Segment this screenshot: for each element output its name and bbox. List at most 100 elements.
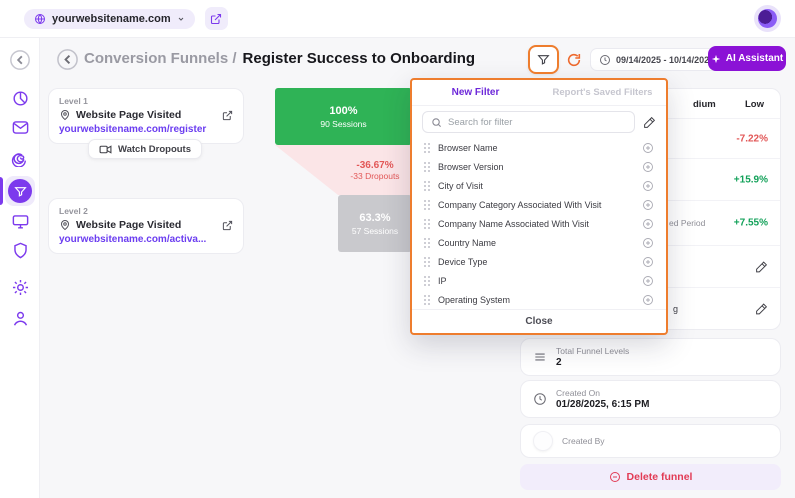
filter-item-city-of-visit[interactable]: City of Visit — [412, 176, 666, 195]
close-popup-button[interactable]: Close — [412, 309, 666, 333]
filter-popup: New Filter Report's Saved Filters Browse… — [410, 78, 668, 335]
stat-created-by: Created By — [520, 424, 781, 458]
settings-gear-icon[interactable] — [8, 275, 32, 299]
dropout-percent: -36.67% — [356, 159, 394, 171]
open-site-button[interactable] — [204, 7, 228, 30]
filter-item-browser-name[interactable]: Browser Name — [412, 138, 666, 157]
video-camera-icon — [99, 144, 112, 155]
refresh-button[interactable] — [564, 50, 584, 70]
edit-pencil-icon[interactable] — [755, 260, 768, 273]
funnel-filter-icon — [537, 53, 550, 66]
edit-pencil-icon[interactable] — [755, 303, 768, 316]
delete-funnel-button[interactable]: Delete funnel — [520, 464, 781, 490]
external-link-icon — [210, 13, 222, 25]
filter-item-label: Company Category Associated With Visit — [438, 199, 602, 210]
breadcrumb-parent[interactable]: Conversion Funnels / — [84, 50, 237, 67]
add-filter-icon[interactable] — [642, 142, 654, 154]
dropout-count: -33 Dropouts — [350, 170, 400, 181]
add-filter-icon[interactable] — [642, 275, 654, 287]
watch-dropouts-label: Watch Dropouts — [118, 143, 192, 155]
event-name: Website Page Visited — [76, 219, 182, 231]
filter-item-device-type[interactable]: Device Type — [412, 252, 666, 271]
stat-value: 01/28/2025, 6:15 PM — [556, 399, 650, 410]
funnel-bar-level2: 63.3% 57 Sessions — [338, 195, 412, 252]
tab-new-filter[interactable]: New Filter — [451, 87, 500, 98]
filter-item-label: Device Type — [438, 256, 488, 267]
watch-dropouts-button[interactable]: Watch Dropouts — [88, 139, 203, 159]
layers-icon — [533, 350, 547, 364]
add-filter-icon[interactable] — [642, 237, 654, 249]
clear-filters-icon[interactable] — [643, 116, 656, 129]
drag-handle-icon[interactable] — [424, 256, 430, 267]
site-selector[interactable]: yourwebsitename.com — [24, 8, 195, 29]
tab-saved-filters[interactable]: Report's Saved Filters — [552, 87, 653, 98]
back-button[interactable] — [56, 48, 79, 71]
level2-percent: 63.3% — [359, 211, 391, 224]
external-link-icon[interactable] — [222, 110, 233, 121]
filter-item-company-category[interactable]: Company Category Associated With Visit — [412, 195, 666, 214]
breadcrumb: Conversion Funnels / Register Success to… — [84, 50, 475, 67]
event-url-link[interactable]: yourwebsitename.com/register — [59, 124, 207, 135]
external-link-icon[interactable] — [222, 220, 233, 231]
field-text-fragment: g — [673, 304, 679, 314]
funnel-dropout-segment: -36.67% -33 Dropouts — [275, 145, 412, 195]
drag-handle-icon[interactable] — [424, 237, 430, 248]
top-bar: yourwebsitename.com — [0, 0, 795, 38]
heatmaps-icon[interactable] — [8, 209, 32, 233]
benchmark-value: -7.22% — [736, 133, 768, 144]
stat-value: 2 — [556, 357, 562, 368]
filter-item-company-name[interactable]: Company Name Associated With Visit — [412, 214, 666, 233]
filter-search-input[interactable] — [448, 116, 626, 128]
filter-search-box — [422, 111, 635, 133]
globe-icon — [34, 13, 46, 25]
clock-icon — [533, 392, 547, 406]
filter-item-label: Browser Version — [438, 161, 504, 172]
sparkle-icon — [711, 54, 721, 64]
funnels-icon — [8, 179, 32, 203]
benchmark-row-label: ed Period — [669, 218, 706, 228]
date-range-value: 09/14/2025 - 10/14/2025 — [616, 54, 715, 65]
funnel-visualization: 100% 90 Sessions -36.67% -33 Dropouts 63… — [275, 88, 412, 252]
add-filter-icon[interactable] — [642, 180, 654, 192]
level-label: Level 1 — [59, 96, 88, 106]
chevron-down-icon — [177, 15, 185, 23]
drag-handle-icon[interactable] — [424, 294, 430, 305]
drag-handle-icon[interactable] — [424, 199, 430, 210]
filter-item-label: Browser Name — [438, 142, 498, 153]
filter-button[interactable] — [528, 45, 559, 74]
event-url-link[interactable]: yourwebsitename.com/activa... — [59, 234, 207, 245]
level1-percent: 100% — [329, 104, 358, 117]
account-icon[interactable] — [8, 306, 32, 330]
privacy-icon[interactable] — [8, 238, 32, 262]
add-filter-icon[interactable] — [642, 199, 654, 211]
analytics-icon[interactable] — [8, 86, 32, 110]
drag-handle-icon[interactable] — [424, 218, 430, 229]
drag-handle-icon[interactable] — [424, 275, 430, 286]
location-pin-icon — [59, 219, 71, 231]
filter-item-ip[interactable]: IP — [412, 271, 666, 290]
add-filter-icon[interactable] — [642, 218, 654, 230]
active-nav-indicator — [0, 177, 3, 205]
add-filter-icon[interactable] — [642, 256, 654, 268]
column-header-medium: dium — [693, 99, 716, 110]
drag-handle-icon[interactable] — [424, 142, 430, 153]
add-filter-icon[interactable] — [642, 161, 654, 173]
collapse-sidebar-icon[interactable] — [8, 48, 32, 72]
creator-avatar — [533, 431, 553, 451]
site-name: yourwebsitename.com — [52, 12, 171, 25]
sessions-icon[interactable] — [8, 145, 32, 169]
drag-handle-icon[interactable] — [424, 161, 430, 172]
funnel-level-card: Level 1 Website Page Visited yourwebsite… — [48, 88, 244, 144]
sidebar-item-funnels-active[interactable] — [5, 176, 35, 206]
stat-label: Total Funnel Levels — [556, 346, 630, 356]
filter-item-operating-system[interactable]: Operating System — [412, 290, 666, 309]
ai-assistant-button[interactable]: AI Assistant — [708, 46, 786, 71]
add-filter-icon[interactable] — [642, 294, 654, 306]
messages-icon[interactable] — [8, 115, 32, 139]
drag-handle-icon[interactable] — [424, 180, 430, 191]
filter-item-browser-version[interactable]: Browser Version — [412, 157, 666, 176]
filter-item-label: City of Visit — [438, 180, 483, 191]
user-avatar[interactable] — [754, 5, 781, 32]
filter-item-country-name[interactable]: Country Name — [412, 233, 666, 252]
filter-item-label: Company Name Associated With Visit — [438, 218, 589, 229]
